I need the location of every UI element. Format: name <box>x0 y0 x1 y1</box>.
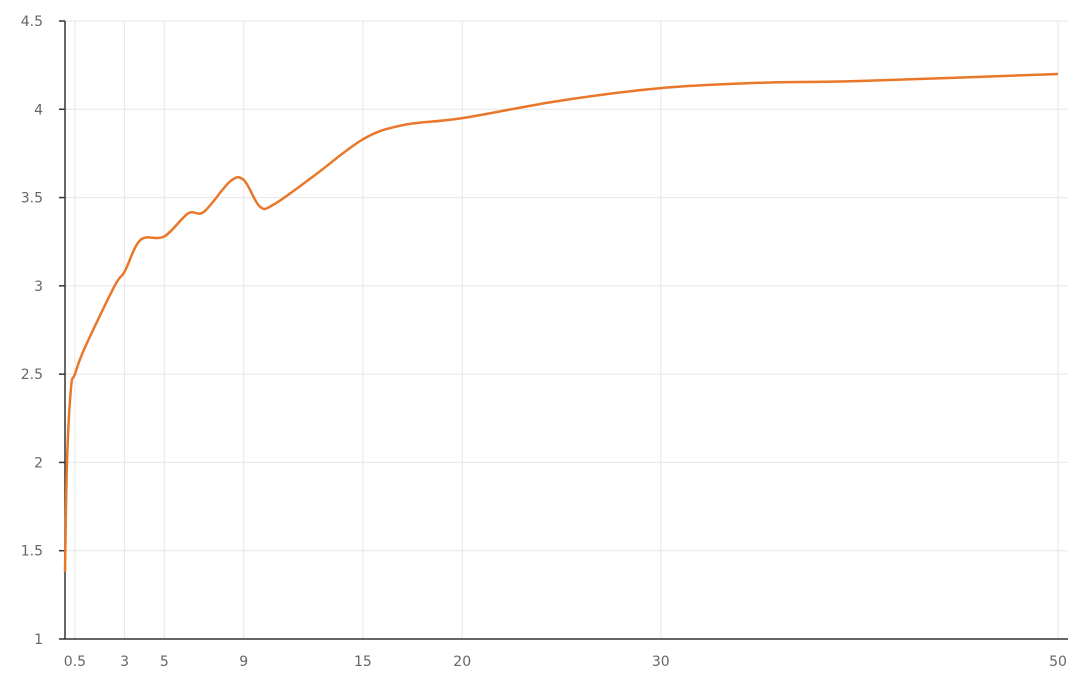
y-tick-label: 2.5 <box>21 367 43 383</box>
x-tick-label: 0.5 <box>64 654 86 670</box>
y-tick-label: 3 <box>34 279 43 295</box>
x-tick-label: 5 <box>160 654 169 670</box>
x-tick-label: 30 <box>652 654 670 670</box>
y-tick-label: 1 <box>34 632 43 648</box>
y-tick-label: 3.5 <box>21 191 43 207</box>
y-tick-label: 4.5 <box>21 14 43 30</box>
x-tick-label: 15 <box>354 654 372 670</box>
y-tick-label: 2 <box>34 455 43 471</box>
y-tick-label: 4 <box>34 102 43 118</box>
tick-labels: 1 1.5 2 2.5 3 3.5 4 4.5 0.5 3 5 9 15 20 30 50 <box>21 14 1067 670</box>
y-tick-label: 1.5 <box>21 544 43 560</box>
x-tick-label: 3 <box>120 654 129 670</box>
series-lines <box>63 72 1059 572</box>
x-tick-label: 20 <box>453 654 471 670</box>
grid <box>65 20 1068 639</box>
x-tick-label: 50 <box>1049 654 1067 670</box>
series-line <box>63 72 1059 572</box>
x-tick-label: 9 <box>239 654 248 670</box>
axes <box>59 20 1068 640</box>
